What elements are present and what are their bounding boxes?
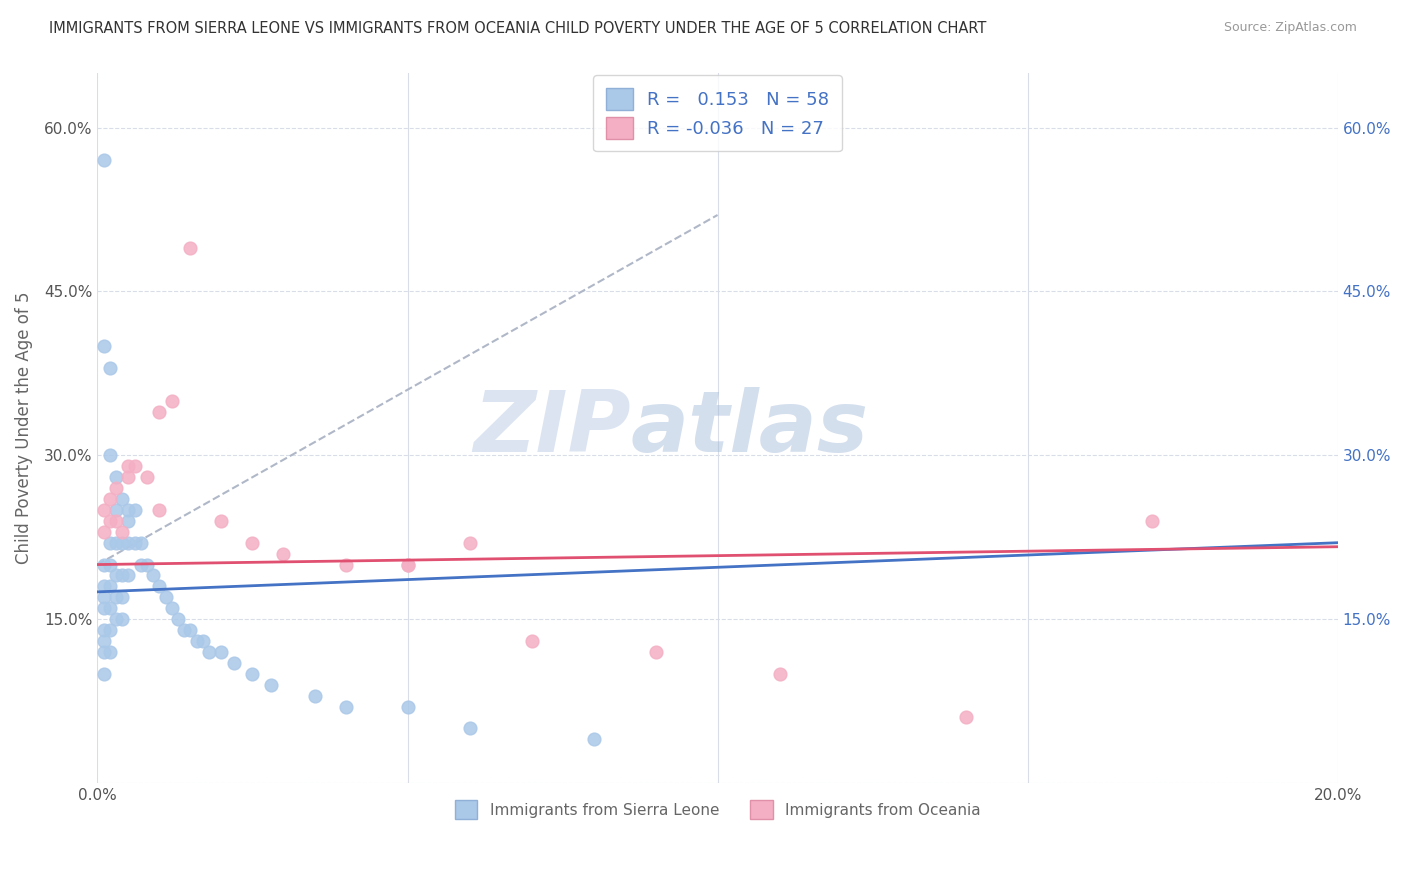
Point — [148, 579, 170, 593]
Legend: Immigrants from Sierra Leone, Immigrants from Oceania: Immigrants from Sierra Leone, Immigrants… — [449, 794, 987, 825]
Point — [93, 153, 115, 168]
Point — [98, 558, 121, 572]
Point — [105, 481, 128, 495]
Point — [105, 612, 128, 626]
Point — [273, 547, 295, 561]
Point — [105, 591, 128, 605]
Point — [129, 558, 152, 572]
Point — [98, 579, 121, 593]
Point — [148, 503, 170, 517]
Point — [111, 591, 134, 605]
Point — [117, 459, 139, 474]
Point — [160, 601, 183, 615]
Point — [98, 645, 121, 659]
Point — [211, 514, 233, 528]
Text: atlas: atlas — [631, 386, 869, 469]
Point — [768, 666, 790, 681]
Point — [111, 535, 134, 549]
Point — [222, 656, 245, 670]
Point — [93, 339, 115, 353]
Point — [117, 503, 139, 517]
Point — [98, 514, 121, 528]
Point — [105, 568, 128, 582]
Point — [98, 623, 121, 637]
Point — [93, 503, 115, 517]
Point — [124, 535, 146, 549]
Point — [458, 722, 481, 736]
Point — [111, 524, 134, 539]
Point — [117, 535, 139, 549]
Point — [136, 558, 159, 572]
Point — [242, 666, 264, 681]
Point — [167, 612, 190, 626]
Point — [155, 591, 177, 605]
Point — [93, 666, 115, 681]
Point — [98, 601, 121, 615]
Point — [93, 623, 115, 637]
Point — [105, 514, 128, 528]
Point — [98, 360, 121, 375]
Point — [93, 634, 115, 648]
Text: IMMIGRANTS FROM SIERRA LEONE VS IMMIGRANTS FROM OCEANIA CHILD POVERTY UNDER THE : IMMIGRANTS FROM SIERRA LEONE VS IMMIGRAN… — [49, 21, 987, 36]
Point — [198, 645, 221, 659]
Point — [93, 591, 115, 605]
Point — [191, 634, 214, 648]
Point — [186, 634, 208, 648]
Point — [93, 579, 115, 593]
Point — [98, 491, 121, 506]
Point — [179, 623, 201, 637]
Point — [458, 535, 481, 549]
Point — [111, 612, 134, 626]
Point — [105, 503, 128, 517]
Point — [111, 568, 134, 582]
Y-axis label: Child Poverty Under the Age of 5: Child Poverty Under the Age of 5 — [15, 292, 32, 565]
Point — [93, 558, 115, 572]
Point — [105, 535, 128, 549]
Point — [179, 241, 201, 255]
Point — [955, 710, 977, 724]
Point — [173, 623, 195, 637]
Point — [105, 470, 128, 484]
Point — [520, 634, 543, 648]
Point — [124, 503, 146, 517]
Point — [98, 535, 121, 549]
Point — [1140, 514, 1163, 528]
Point — [117, 470, 139, 484]
Point — [111, 491, 134, 506]
Point — [98, 448, 121, 462]
Point — [242, 535, 264, 549]
Point — [148, 404, 170, 418]
Point — [93, 601, 115, 615]
Text: Source: ZipAtlas.com: Source: ZipAtlas.com — [1223, 21, 1357, 34]
Point — [644, 645, 666, 659]
Point — [211, 645, 233, 659]
Point — [396, 558, 419, 572]
Point — [582, 732, 605, 747]
Point — [124, 459, 146, 474]
Point — [335, 558, 357, 572]
Point — [396, 558, 419, 572]
Point — [93, 524, 115, 539]
Point — [117, 568, 139, 582]
Point — [304, 689, 326, 703]
Point — [260, 678, 283, 692]
Text: ZIP: ZIP — [472, 386, 631, 469]
Point — [93, 645, 115, 659]
Point — [160, 393, 183, 408]
Point — [117, 514, 139, 528]
Point — [396, 699, 419, 714]
Point — [129, 535, 152, 549]
Point — [136, 470, 159, 484]
Point — [335, 699, 357, 714]
Point — [142, 568, 165, 582]
